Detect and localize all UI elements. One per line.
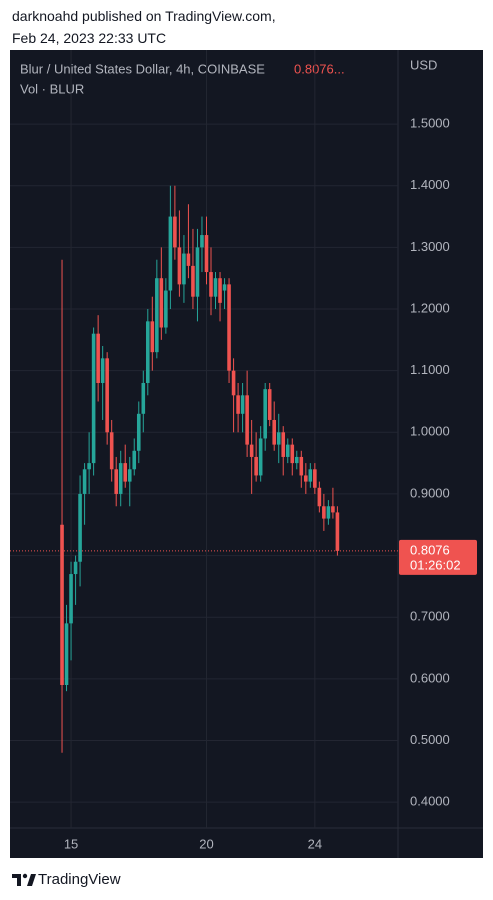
candle-body (209, 272, 213, 297)
y-tick-label: 0.6000 (410, 670, 450, 685)
countdown: 01:26:02 (410, 557, 461, 572)
candle-body (127, 469, 132, 482)
candle-body (331, 506, 335, 513)
y-axis-label: USD (410, 57, 437, 72)
candle-body (78, 493, 82, 562)
y-tick-label: 1.3000 (410, 239, 450, 254)
candle-body (82, 469, 87, 494)
candle-body (159, 278, 164, 328)
y-tick-label: 1.5000 (410, 116, 450, 131)
candle-body (213, 278, 218, 297)
candle-body (73, 561, 78, 575)
y-tick-label: 1.2000 (410, 300, 450, 315)
y-tick-label: 0.5000 (410, 732, 450, 747)
candle-body (191, 265, 195, 297)
candle-body (222, 284, 227, 291)
candle-body (276, 432, 281, 445)
candle-body (317, 487, 322, 507)
x-tick-label: 15 (64, 836, 78, 851)
candle-body (272, 419, 277, 445)
candle-body (204, 235, 209, 273)
candle-body (96, 333, 100, 383)
x-tick-label: 24 (308, 836, 322, 851)
y-tick-label: 0.7000 (410, 609, 450, 624)
brand: TradingView (38, 871, 121, 888)
y-tick-label: 1.0000 (410, 424, 450, 439)
candle-body (109, 432, 114, 470)
x-tick-label: 20 (199, 836, 213, 851)
candle-body (91, 333, 96, 464)
candle-body (299, 456, 304, 476)
y-tick-label: 0.4000 (410, 794, 450, 809)
candle-body (258, 438, 263, 476)
candle-body (200, 235, 204, 248)
candle-body (69, 574, 73, 624)
candle-body (236, 395, 240, 414)
candle-body (141, 382, 146, 414)
chart-title: Blur / United States Dollar, 4h, COINBAS… (20, 61, 265, 76)
candle-body (132, 450, 137, 470)
last-price-label: 0.8076 (410, 542, 450, 557)
publisher: darknoahd published on TradingView.com, (12, 8, 276, 24)
candle-body (218, 278, 222, 303)
candle-body (64, 623, 69, 686)
candle-body (177, 247, 182, 285)
candle-body (267, 389, 272, 420)
candle-body (245, 395, 249, 445)
candle-body (322, 506, 326, 519)
candle-body (173, 216, 177, 248)
candle-body (60, 524, 64, 686)
logo-icon (12, 873, 36, 886)
candle-body (164, 290, 168, 328)
candle-body (182, 253, 186, 285)
candle-body (249, 444, 254, 457)
candle-body (227, 284, 231, 371)
publish-date: Feb 24, 2023 22:33 UTC (12, 30, 167, 46)
candle-body (114, 469, 119, 494)
candle-body (285, 444, 290, 457)
candle-body (313, 469, 317, 488)
candle-body (335, 512, 340, 551)
candle-body (231, 370, 236, 396)
candle-body (87, 463, 91, 470)
candle-body (263, 389, 267, 439)
candle-body (145, 321, 150, 383)
candle-body (150, 321, 155, 353)
candle-body (281, 432, 286, 457)
subtitle: Vol · BLUR (20, 81, 84, 96)
candle-body (308, 469, 313, 482)
y-tick-label: 1.4000 (410, 177, 450, 192)
header-price: 0.8076... (294, 61, 345, 76)
candle-body (294, 456, 299, 464)
candle-body (326, 506, 331, 519)
candle-body (118, 463, 123, 494)
candle-body (195, 247, 200, 297)
candle-body (304, 475, 308, 482)
y-tick-label: 0.9000 (410, 485, 450, 500)
candle-body (290, 444, 295, 464)
candle-body (186, 253, 191, 266)
candle-body (123, 463, 128, 482)
candle-body (105, 358, 109, 433)
candle-body (240, 395, 245, 414)
last-price-badge (399, 539, 477, 575)
candle-body (168, 216, 173, 291)
y-tick-label: 1.1000 (410, 362, 450, 377)
candle-body (100, 358, 105, 383)
candle-body (254, 456, 258, 476)
candle-body (155, 278, 159, 353)
candle-body (136, 413, 141, 451)
